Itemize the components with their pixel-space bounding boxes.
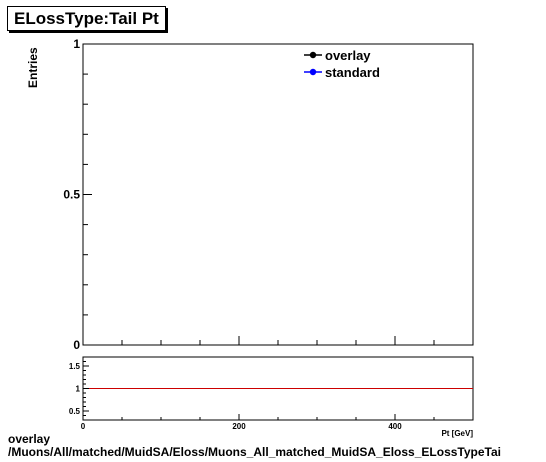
chart-title: ELossType:Tail Pt: [7, 6, 166, 31]
main-y-tick-label: 0.5: [63, 188, 80, 202]
ratio-x-tick-label: 200: [232, 422, 246, 431]
ratio-y-tick-label: 0.5: [69, 407, 81, 416]
footer-dataset-name: overlay: [8, 432, 51, 446]
main-y-tick-label: 1: [73, 37, 80, 51]
y-axis-label: Entries: [26, 47, 40, 88]
ratio-x-tick-label: 400: [388, 422, 402, 431]
ratio-y-tick-label: 1.5: [69, 362, 81, 371]
legend-marker-standard: [309, 68, 317, 76]
footer-histogram-path: /Muons/All/matched/MuidSA/Eloss/Muons_Al…: [8, 445, 501, 459]
legend-label-standard: standard: [325, 65, 380, 80]
legend-label-overlay: overlay: [325, 48, 371, 63]
main-plot-frame: [82, 43, 474, 346]
main-y-tick-label: 0: [73, 338, 80, 352]
x-axis-label: Pt [GeV]: [441, 429, 473, 438]
legend-marker-overlay: [309, 51, 317, 59]
ratio-y-tick-label: 1: [76, 385, 81, 394]
ratio-x-tick-label: 0: [81, 422, 86, 431]
